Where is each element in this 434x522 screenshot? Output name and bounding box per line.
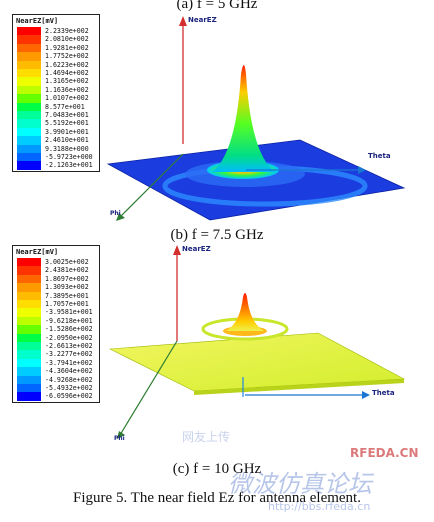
legend-swatch <box>17 300 41 309</box>
legend-swatch <box>17 111 41 120</box>
legend-swatch <box>17 153 41 162</box>
surface-plate <box>110 333 404 391</box>
legend-value: 1.9281e+002 <box>45 43 89 52</box>
legend-swatch <box>17 52 41 62</box>
legend-swatch <box>17 392 41 402</box>
watermark-small: 网友上传 <box>182 430 231 444</box>
legend-swatch <box>17 161 41 171</box>
phi-axis-label: Phi <box>110 210 121 217</box>
legend-swatch <box>17 367 41 377</box>
legend-swatch <box>17 102 41 112</box>
theta-axis-label: Theta <box>368 152 391 160</box>
legend-value: 1.0107e+002 <box>45 94 89 103</box>
legend-value: -2.1263e+001 <box>45 161 93 170</box>
legend-value: -5.4932e+002 <box>45 384 93 392</box>
legend-value: 1.3093e+002 <box>45 283 89 292</box>
z-axis-label: NearEZ <box>188 16 217 24</box>
legend-value: 9.3188e+000 <box>45 144 89 153</box>
legend-value: -3.7941e+002 <box>45 358 93 367</box>
legend-swatch <box>17 316 41 326</box>
legend-swatch <box>17 119 41 129</box>
legend-value: 1.7752e+002 <box>45 52 89 61</box>
legend-swatch <box>17 43 41 53</box>
legend-value: 7.0483e+001 <box>45 111 89 119</box>
legend-swatch <box>17 283 41 293</box>
legend-value: -9.6218e+001 <box>45 316 93 325</box>
plot-panel-b: NearEZ[mV] 3.0025e+002 2.4381e+002 1.8697e… <box>0 245 434 460</box>
legend-value: 1.6223e+002 <box>45 60 89 69</box>
legend-value: 5.5192e+001 <box>45 119 89 128</box>
legend-value: 1.8697e+002 <box>45 274 89 283</box>
legend-value: 1.3165e+002 <box>45 77 89 86</box>
field-peak <box>212 65 275 172</box>
phi-axis <box>119 153 184 218</box>
legend-title: NearEZ[mV] <box>16 248 59 256</box>
legend-swatch <box>17 266 41 276</box>
legend-swatch <box>17 258 41 267</box>
watermark-brand: RFEDA.CN <box>350 446 419 460</box>
z-axis-arrow <box>179 16 187 26</box>
legend-value: 1.1636e+002 <box>45 85 89 94</box>
legend-swatch <box>17 342 41 351</box>
legend-value: -2.0950e+002 <box>45 333 93 342</box>
legend-swatch <box>17 291 41 301</box>
legend-value: 1.7057e+001 <box>45 300 89 308</box>
legend-title: NearEZ[mV] <box>16 17 59 25</box>
legend-swatch <box>17 325 41 335</box>
legend-value: -3.2277e+002 <box>45 350 93 359</box>
caption-b: (b) f = 7.5 GHz <box>170 227 264 243</box>
legend-value: 1.4694e+002 <box>45 69 89 77</box>
legend-value: 8.577e+001 <box>45 102 85 111</box>
watermark-cn: 微波仿真论坛 <box>228 470 372 498</box>
watermark-url: http://bbs.rfeda.cn <box>268 500 371 513</box>
legend-value: -2.6613e+002 <box>45 342 93 350</box>
legend-a: NearEZ[mV] 2.2339e+002 2.0810e+002 1.9281e… <box>12 14 100 172</box>
legend-swatch <box>17 333 41 343</box>
surface-plot-a <box>106 16 406 221</box>
legend-swatch <box>17 136 41 146</box>
phi-axis-label: Phi <box>114 435 125 442</box>
legend-swatch <box>17 35 41 45</box>
legend-value: -5.9723e+000 <box>45 153 93 161</box>
field-peak <box>226 293 264 331</box>
legend-value: 7.3895e+001 <box>45 291 89 300</box>
legend-value: -1.5286e+002 <box>45 325 93 334</box>
legend-value: -3.9581e+001 <box>45 308 93 317</box>
z-axis-arrow <box>173 245 181 255</box>
legend-value: -4.3604e+002 <box>45 367 93 376</box>
legend-swatch <box>17 384 41 393</box>
legend-swatch <box>17 127 41 137</box>
legend-value: 3.0025e+002 <box>45 258 89 266</box>
phi-axis <box>119 340 178 436</box>
legend-b: NearEZ[mV] 3.0025e+002 2.4381e+002 1.8697e… <box>12 245 100 403</box>
plot-panel-a: NearEZ[mV] 2.2339e+002 2.0810e+002 1.9281e… <box>0 14 434 224</box>
caption-c: (c) f = 10 GHz <box>172 461 262 477</box>
surface-plot-b <box>108 245 406 439</box>
legend-swatch <box>17 94 41 104</box>
legend-value: 2.2339e+002 <box>45 27 89 35</box>
legend-swatch <box>17 358 41 368</box>
legend-value: 2.4381e+002 <box>45 266 89 275</box>
legend-swatch <box>17 60 41 70</box>
legend-swatch <box>17 375 41 385</box>
legend-swatch <box>17 69 41 78</box>
legend-swatch <box>17 144 41 154</box>
legend-value: 3.9901e+001 <box>45 127 89 136</box>
legend-value: 2.4610e+001 <box>45 136 89 145</box>
legend-swatch <box>17 308 41 318</box>
legend-value: -4.9268e+002 <box>45 375 93 384</box>
legend-swatch <box>17 350 41 360</box>
legend-swatch <box>17 274 41 284</box>
legend-swatch <box>17 77 41 87</box>
z-axis-label: NearEZ <box>182 245 211 253</box>
theta-axis-label: Theta <box>372 389 395 397</box>
legend-value: 2.0810e+002 <box>45 35 89 44</box>
legend-value: -6.0596e+002 <box>45 392 93 401</box>
caption-a: (a) f = 5 GHz <box>176 0 258 12</box>
legend-swatch <box>17 85 41 95</box>
figure-caption: Figure 5. The near field Ez for antenna … <box>73 490 361 506</box>
legend-swatch <box>17 27 41 36</box>
